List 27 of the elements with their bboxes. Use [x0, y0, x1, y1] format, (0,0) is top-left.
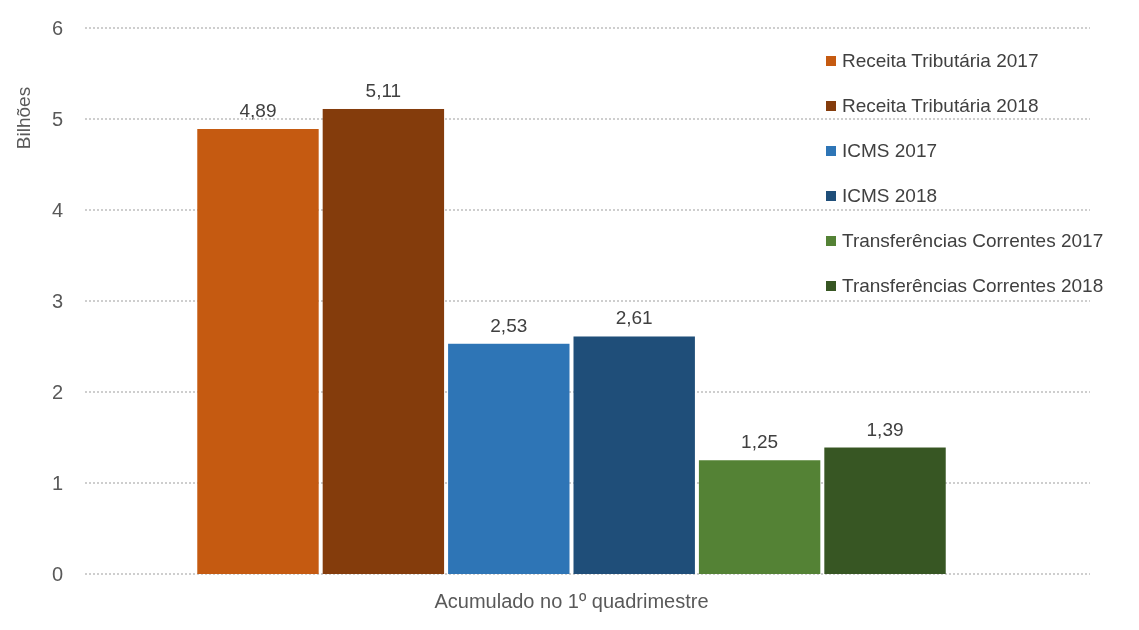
legend-label: Receita Tributária 2018: [842, 95, 1039, 116]
data-label: 2,61: [615, 307, 653, 329]
y-tick-label: 4: [51, 199, 63, 221]
x-tick-label: Acumulado no 1º quadrimestre: [434, 590, 709, 612]
data-label: 1,25: [741, 431, 779, 453]
y-axis-title: Bilhões: [13, 86, 34, 150]
bar: [322, 108, 445, 574]
y-tick-label: 1: [51, 472, 63, 494]
data-label: 4,89: [239, 100, 277, 122]
bar: [824, 447, 946, 574]
legend-label: Transferências Correntes 2017: [842, 230, 1104, 251]
legend-label: Transferências Correntes 2018: [842, 275, 1104, 296]
data-label: 2,53: [490, 314, 528, 336]
legend-label: ICMS 2017: [842, 140, 938, 161]
bar: [573, 336, 695, 574]
bar: [698, 460, 821, 574]
bar: [448, 343, 570, 574]
data-label: 5,11: [365, 79, 402, 101]
y-tick-label: 6: [51, 17, 63, 39]
data-label: 1,39: [866, 418, 904, 440]
y-tick-label: 2: [51, 381, 63, 403]
y-tick-label: 3: [51, 290, 63, 312]
legend-label: Receita Tributária 2017: [842, 50, 1039, 71]
legend-label: ICMS 2018: [842, 185, 938, 206]
bar: [197, 129, 319, 574]
y-tick-label: 0: [51, 563, 63, 585]
y-tick-label: 5: [51, 108, 63, 130]
